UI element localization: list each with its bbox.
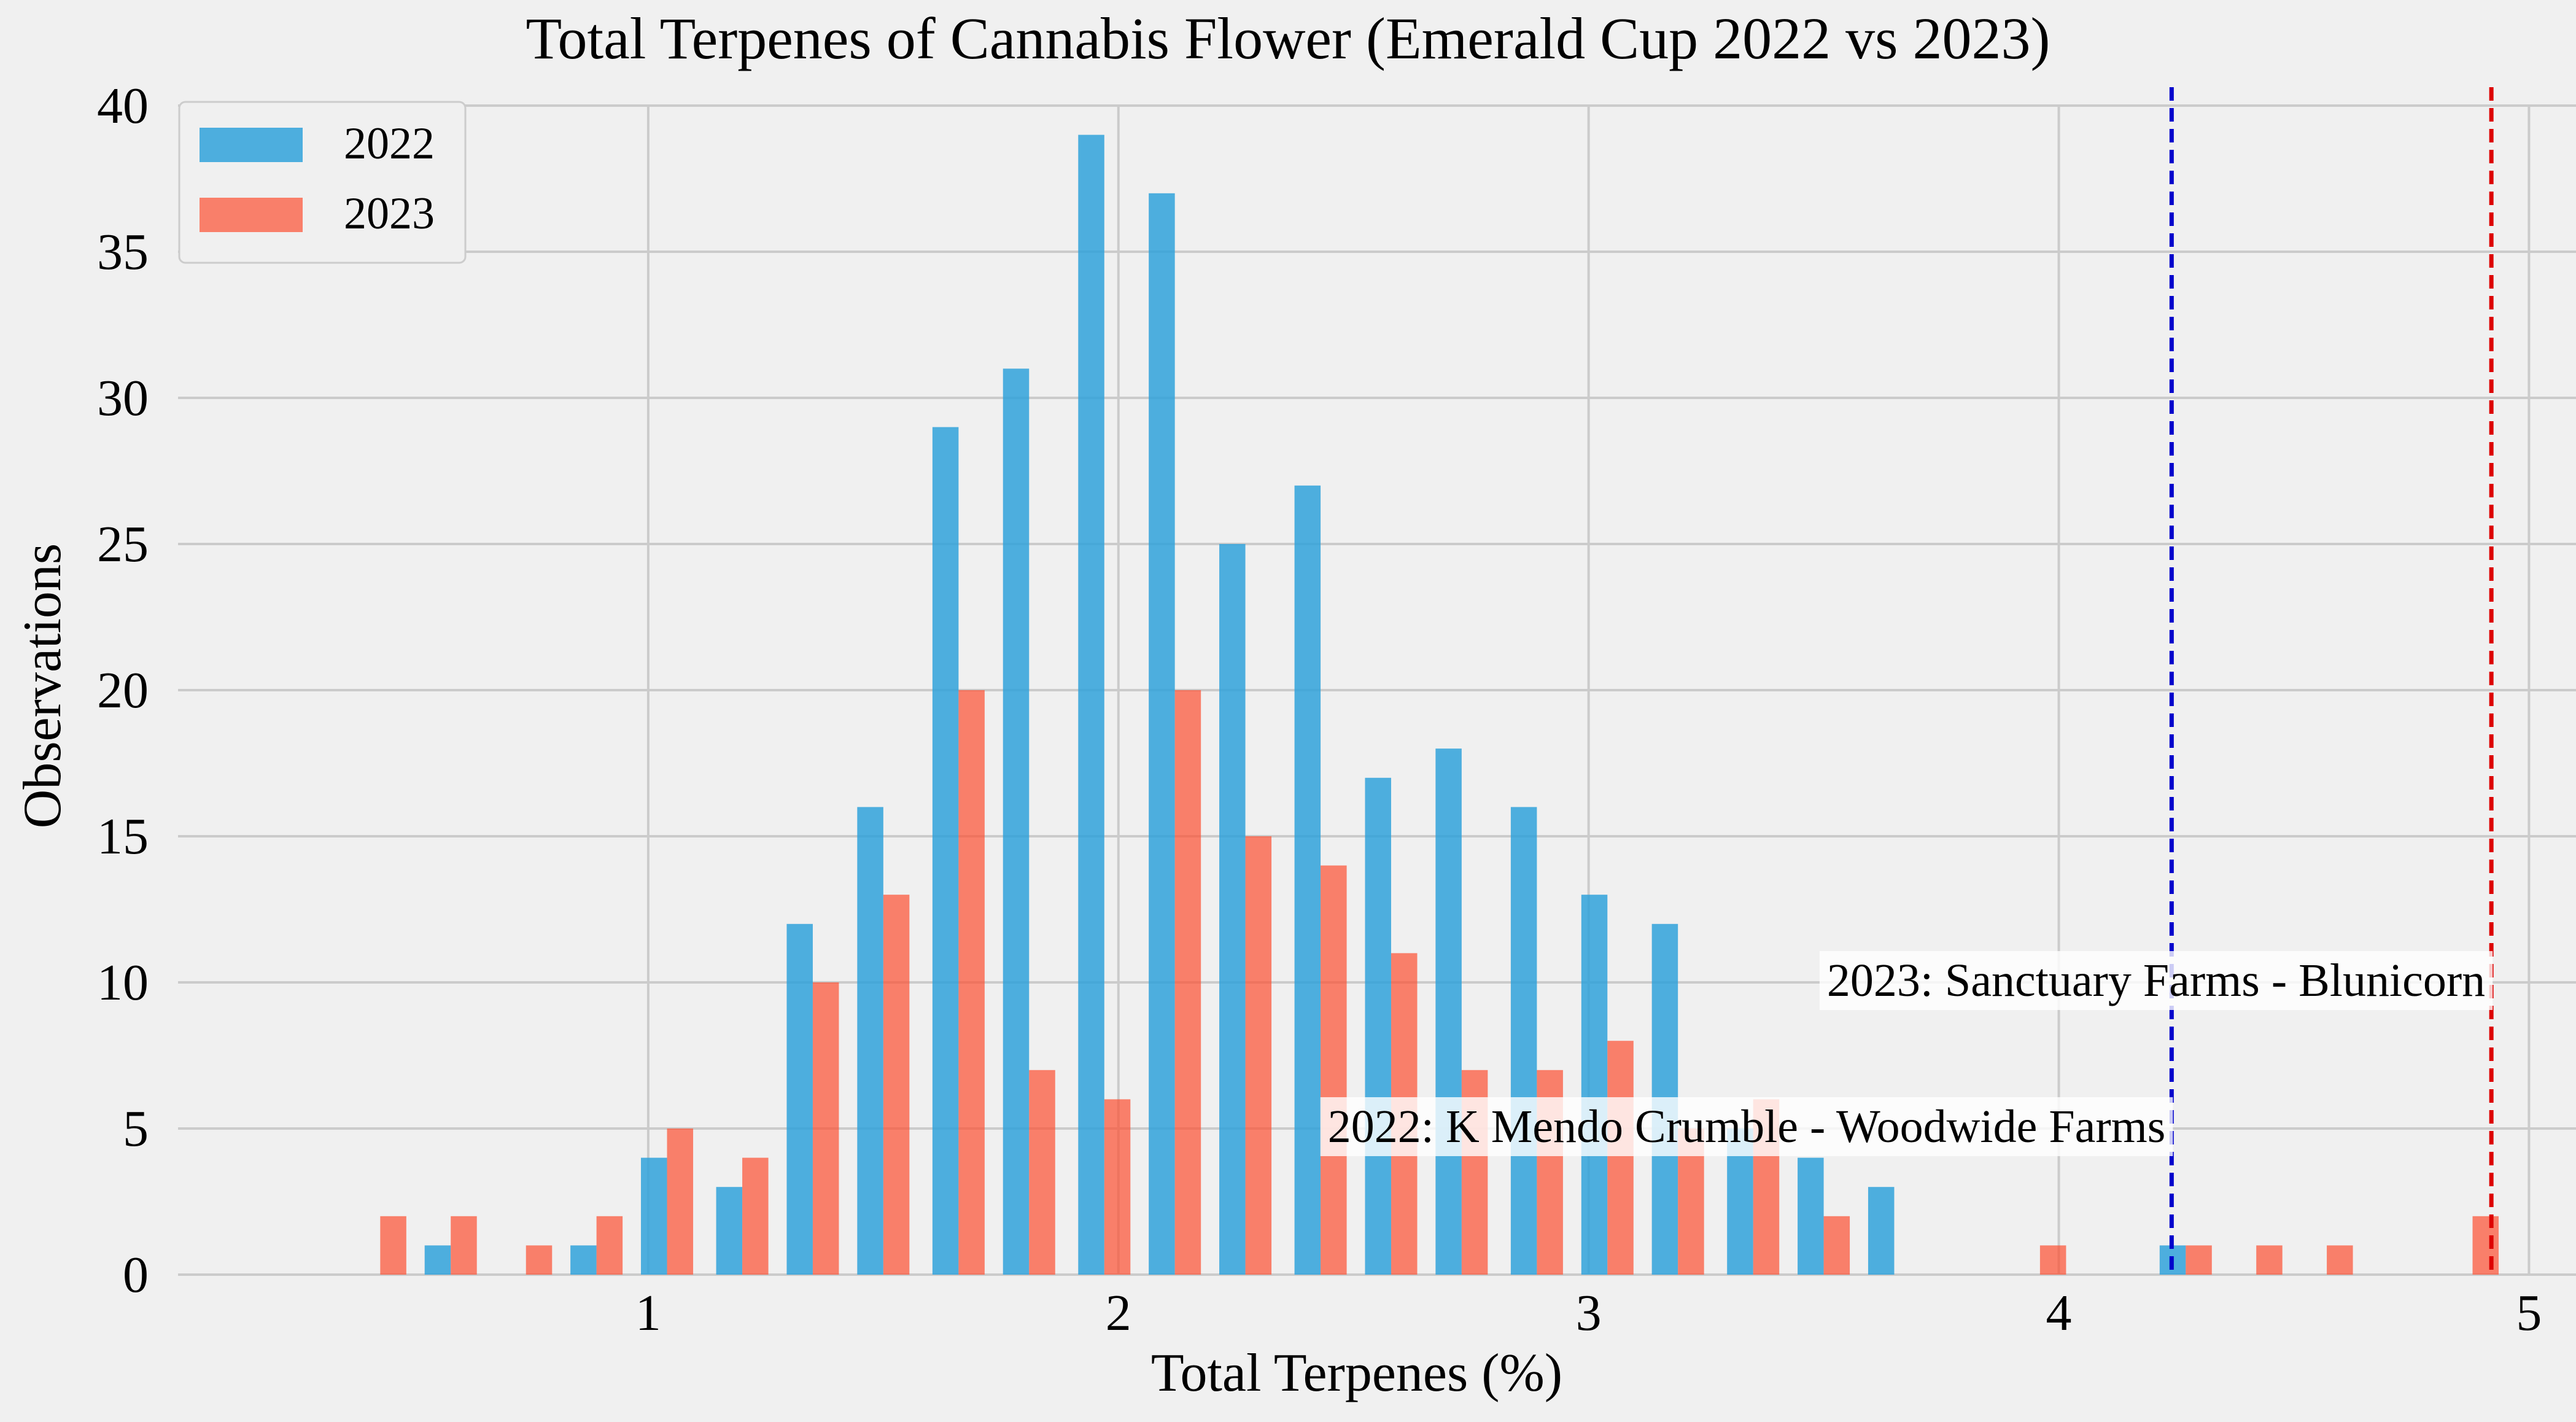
bar-2023 <box>1245 836 1272 1275</box>
bar-2023 <box>1607 1041 1634 1275</box>
bar-2023 <box>812 982 839 1275</box>
bar-2022 <box>1294 485 1321 1275</box>
bar-2022 <box>1581 895 1608 1275</box>
legend-label-2023: 2023 <box>344 188 435 239</box>
bar-2023 <box>2039 1245 2066 1275</box>
bar-2023 <box>2472 1216 2499 1275</box>
bar-2022 <box>716 1187 743 1275</box>
bar-2022 <box>1219 544 1246 1275</box>
bar-2023 <box>742 1157 769 1275</box>
y-tick-label: 20 <box>97 662 149 719</box>
bar-2022 <box>1435 748 1462 1275</box>
x-tick-label: 1 <box>635 1284 661 1342</box>
reference-line-label: 2022: K Mendo Crumble - Woodwide Farms <box>1328 1101 2166 1152</box>
y-axis-label: Observations <box>13 543 72 828</box>
bar-2023 <box>1321 865 1347 1275</box>
reference-line-label: 2023: Sanctuary Farms - Blunicorn <box>1827 955 2485 1006</box>
bar-2022 <box>857 807 883 1275</box>
bar-2022 <box>786 923 813 1275</box>
bar-2023 <box>883 895 910 1275</box>
bar-2023 <box>1104 1099 1131 1275</box>
reference-label-background <box>1819 951 2493 1010</box>
y-tick-label: 15 <box>97 808 149 865</box>
y-tick-label: 5 <box>123 1100 149 1157</box>
y-tick-label: 40 <box>97 77 149 134</box>
tick-labels: 0 5 10 15 20 25 30 35 40 1 2 3 4 5 <box>97 77 2542 1342</box>
bar-2022 <box>1868 1187 1895 1275</box>
bar-2023 <box>2256 1245 2283 1275</box>
y-tick-label: 10 <box>97 954 149 1011</box>
bar-2023 <box>2327 1245 2353 1275</box>
bar-2022 <box>932 427 959 1275</box>
x-tick-label: 3 <box>1576 1284 1602 1342</box>
bar-2022 <box>1003 368 1030 1275</box>
chart-title: Total Terpenes of Cannabis Flower (Emera… <box>526 6 2050 71</box>
bar-2023 <box>380 1216 406 1275</box>
bar-2022 <box>1798 1157 1824 1275</box>
legend: 2022 2023 <box>178 101 467 264</box>
bar-2022 <box>1078 134 1104 1275</box>
legend-label-2022: 2022 <box>344 118 435 169</box>
x-axis-label: Total Terpenes (%) <box>1151 1343 1562 1403</box>
bar-2022 <box>570 1245 597 1275</box>
bar-2023 <box>1029 1070 1055 1275</box>
bar-2022 <box>424 1245 451 1275</box>
x-tick-label: 5 <box>2516 1284 2542 1342</box>
reference-lines: 2022: K Mendo Crumble - Woodwide Farms 20… <box>1320 87 2494 1275</box>
legend-swatch-2023 <box>200 198 303 232</box>
y-tick-label: 30 <box>97 370 149 427</box>
bar-2022 <box>1510 807 1537 1275</box>
bar-2023 <box>1174 690 1201 1275</box>
x-tick-label: 2 <box>1106 1284 1131 1342</box>
bar-2023 <box>1823 1216 1850 1275</box>
bar-2023 <box>526 1245 553 1275</box>
y-tick-label: 25 <box>97 516 149 573</box>
bar-2023 <box>2186 1245 2212 1275</box>
bar-2022 <box>1149 193 1175 1275</box>
x-tick-label: 4 <box>2046 1284 2072 1342</box>
bar-2023 <box>451 1216 477 1275</box>
reference-label-background <box>1320 1097 2173 1156</box>
bar-2023 <box>596 1216 623 1275</box>
bar-2022 <box>641 1157 667 1275</box>
bar-2022 <box>1365 777 1391 1275</box>
y-tick-label: 35 <box>97 223 149 281</box>
y-tick-label: 0 <box>123 1246 149 1304</box>
bar-2023 <box>667 1129 694 1275</box>
bar-2023 <box>958 690 985 1275</box>
bars <box>380 134 2499 1275</box>
legend-swatch-2022 <box>200 128 303 162</box>
